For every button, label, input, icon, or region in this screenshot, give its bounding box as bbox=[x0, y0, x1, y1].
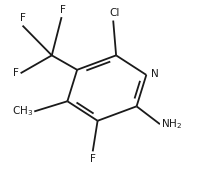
Text: F: F bbox=[59, 5, 65, 15]
Text: CH$_3$: CH$_3$ bbox=[12, 105, 33, 118]
Text: F: F bbox=[20, 13, 25, 23]
Text: N: N bbox=[150, 69, 158, 79]
Text: F: F bbox=[13, 68, 19, 78]
Text: NH$_2$: NH$_2$ bbox=[160, 117, 181, 131]
Text: Cl: Cl bbox=[108, 8, 119, 18]
Text: F: F bbox=[89, 154, 95, 164]
